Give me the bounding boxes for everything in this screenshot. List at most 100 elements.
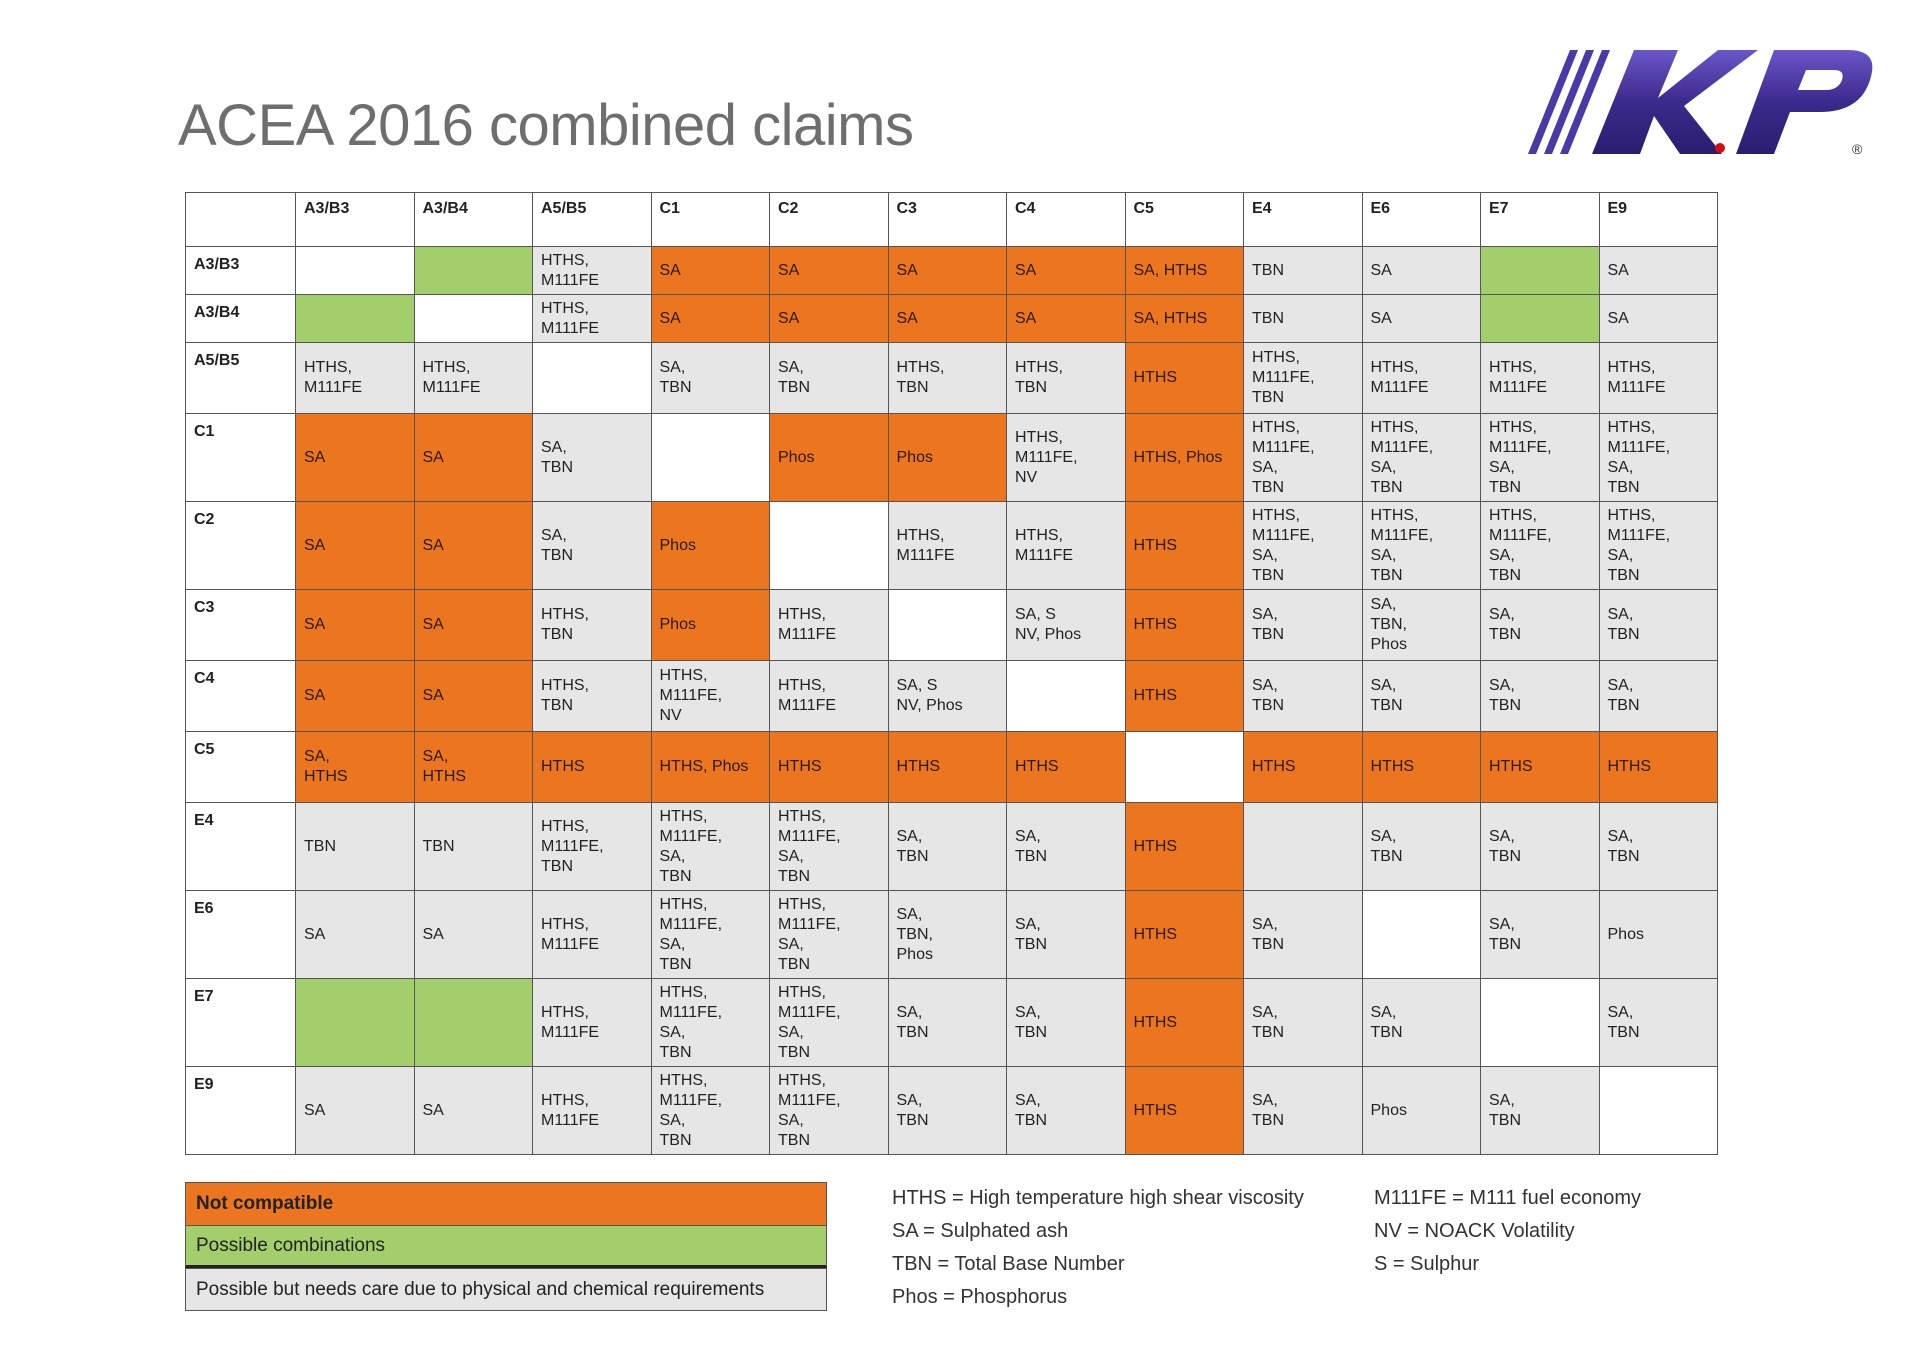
matrix-cell: SA, TBN — [1006, 890, 1126, 979]
matrix-cell: HTHS — [1124, 342, 1244, 414]
column-header-c2: C2 — [769, 192, 889, 247]
matrix-cell: SA, TBN — [1361, 802, 1481, 891]
matrix-cell: TBN — [1243, 246, 1363, 295]
matrix-cell: HTHS, M111FE — [769, 589, 889, 661]
matrix-cell: SA, HTHS — [1124, 246, 1244, 295]
matrix-cell — [769, 501, 889, 590]
matrix-cell: Phos — [769, 413, 889, 502]
matrix-cell: HTHS, TBN — [1006, 342, 1126, 414]
matrix-cell: HTHS — [887, 731, 1007, 803]
matrix-cell: HTHS, M111FE — [532, 294, 652, 343]
matrix-cell: HTHS — [1006, 731, 1126, 803]
abbr-hths: HTHS = High temperature high shear visco… — [892, 1187, 1304, 1209]
row-header-e9: E9 — [185, 1066, 296, 1155]
matrix-cell: SA — [295, 501, 415, 590]
matrix-cell — [1243, 802, 1363, 891]
row-header-e7: E7 — [185, 978, 296, 1067]
matrix-row: E9 SA SA HTHS, M111FE HTHS, M111FE, SA, TBN H… — [185, 1066, 1718, 1155]
matrix-cell — [1480, 978, 1600, 1067]
matrix-cell: HTHS, M111FE, TBN — [1243, 342, 1363, 414]
matrix-cell: SA — [1006, 246, 1126, 295]
matrix-cell: HTHS, M111FE, SA, TBN — [769, 890, 889, 979]
matrix-row: A3/B3 HTHS, M111FE SA SA SA SA SA, HTHS TBN SA SA — [185, 246, 1718, 295]
matrix-row: A3/B4 HTHS, M111FE SA SA SA SA SA, HTHS TBN SA SA — [185, 294, 1718, 343]
matrix-row: C3 SA SA HTHS, TBN Phos HTHS, M111FE SA, S NV,… — [185, 589, 1718, 661]
matrix-cell — [413, 294, 533, 343]
matrix-cell: SA, TBN — [1243, 660, 1363, 732]
matrix-cell: HTHS — [1124, 890, 1244, 979]
abbr-sa: SA = Sulphated ash — [892, 1220, 1069, 1242]
matrix-cell: HTHS, M111FE, SA, TBN — [1480, 501, 1600, 590]
matrix-cell — [295, 978, 415, 1067]
matrix-cell: SA, TBN — [1480, 1066, 1600, 1155]
legend-not-compatible: Not compatible — [185, 1182, 827, 1225]
matrix-cell: HTHS — [1124, 1066, 1244, 1155]
matrix-cell: SA, TBN — [1243, 978, 1363, 1067]
row-header-c5: C5 — [185, 731, 296, 803]
page-title: ACEA 2016 combined claims — [178, 93, 914, 158]
matrix-cell: HTHS — [769, 731, 889, 803]
matrix-cell: SA, HTHS — [413, 731, 533, 803]
matrix-row: E6 SA SA HTHS, M111FE HTHS, M111FE, SA, TBN H… — [185, 890, 1718, 979]
matrix-cell: HTHS, M111FE, SA, TBN — [1598, 413, 1718, 502]
matrix-cell: SA, TBN — [1598, 589, 1718, 661]
column-header-a3-b4: A3/B4 — [413, 192, 533, 247]
column-header-c5: C5 — [1124, 192, 1244, 247]
row-header-c3: C3 — [185, 589, 296, 661]
matrix-cell: HTHS, TBN — [532, 589, 652, 661]
matrix-cell: HTHS, M111FE, SA, TBN — [1243, 501, 1363, 590]
matrix-row: C1 SA SA SA, TBN Phos Phos HTHS, M111FE, NV HTH… — [185, 413, 1718, 502]
matrix-cell: HTHS, M111FE, SA, TBN — [1480, 413, 1600, 502]
column-header-a5-b5: A5/B5 — [532, 192, 652, 247]
matrix-cell: SA, TBN — [650, 342, 770, 414]
matrix-cell: HTHS, Phos — [650, 731, 770, 803]
matrix-cell: HTHS — [1124, 660, 1244, 732]
matrix-cell: SA — [413, 660, 533, 732]
matrix-cell: HTHS, M111FE — [295, 342, 415, 414]
column-header-e9: E9 — [1598, 192, 1718, 247]
row-header-c1: C1 — [185, 413, 296, 502]
matrix-cell: SA — [295, 660, 415, 732]
header-row: A3/B3 A3/B4 A5/B5 C1 C2 C3 C4 C5 E4 E6 E7 E9 — [185, 192, 1718, 247]
corner-cell — [185, 192, 296, 247]
matrix-cell: SA, TBN — [1006, 1066, 1126, 1155]
matrix-cell — [1598, 1066, 1718, 1155]
matrix-cell: HTHS, M111FE, SA, TBN — [769, 802, 889, 891]
matrix-cell: SA — [887, 246, 1007, 295]
matrix-cell: HTHS, M111FE, SA, TBN — [1361, 413, 1481, 502]
row-header-a3-b3: A3/B3 — [185, 246, 296, 295]
matrix-cell: HTHS, M111FE, SA, TBN — [1361, 501, 1481, 590]
column-header-e4: E4 — [1243, 192, 1363, 247]
matrix-cell: HTHS, M111FE — [532, 890, 652, 979]
matrix-cell: Phos — [1361, 1066, 1481, 1155]
matrix-cell: SA — [295, 1066, 415, 1155]
matrix-cell: HTHS, Phos — [1124, 413, 1244, 502]
matrix-cell: SA, TBN — [1361, 978, 1481, 1067]
matrix-cell — [413, 246, 533, 295]
matrix-cell: Phos — [887, 413, 1007, 502]
abbr-phos: Phos = Phosphorus — [892, 1286, 1068, 1308]
matrix-cell: HTHS, M111FE — [1480, 342, 1600, 414]
color-legend: Not compatible Possible combinations Pos… — [185, 1182, 827, 1311]
matrix-cell: SA, TBN — [532, 501, 652, 590]
matrix-cell: HTHS, M111FE, SA, TBN — [650, 978, 770, 1067]
matrix-cell: SA, TBN — [1480, 589, 1600, 661]
matrix-cell: SA, TBN — [1480, 890, 1600, 979]
matrix-cell: HTHS — [1124, 589, 1244, 661]
matrix-cell: SA, TBN — [887, 978, 1007, 1067]
matrix-cell — [650, 413, 770, 502]
matrix-cell: SA, TBN, Phos — [887, 890, 1007, 979]
abbreviations-column-1: HTHS = High temperature high shear visco… — [892, 1182, 1304, 1314]
matrix-cell: SA — [295, 589, 415, 661]
matrix-row: C2 SA SA SA, TBN Phos HTHS, M111FE HTHS, M111F… — [185, 501, 1718, 590]
matrix-cell: HTHS — [1124, 802, 1244, 891]
column-header-a3-b3: A3/B3 — [295, 192, 415, 247]
matrix-cell: SA — [650, 246, 770, 295]
matrix-cell — [887, 589, 1007, 661]
row-header-c4: C4 — [185, 660, 296, 732]
matrix-cell — [295, 294, 415, 343]
matrix-cell: SA, TBN — [1243, 890, 1363, 979]
matrix-cell: SA — [413, 589, 533, 661]
matrix-cell: HTHS, M111FE — [1598, 342, 1718, 414]
row-header-a5-b5: A5/B5 — [185, 342, 296, 414]
